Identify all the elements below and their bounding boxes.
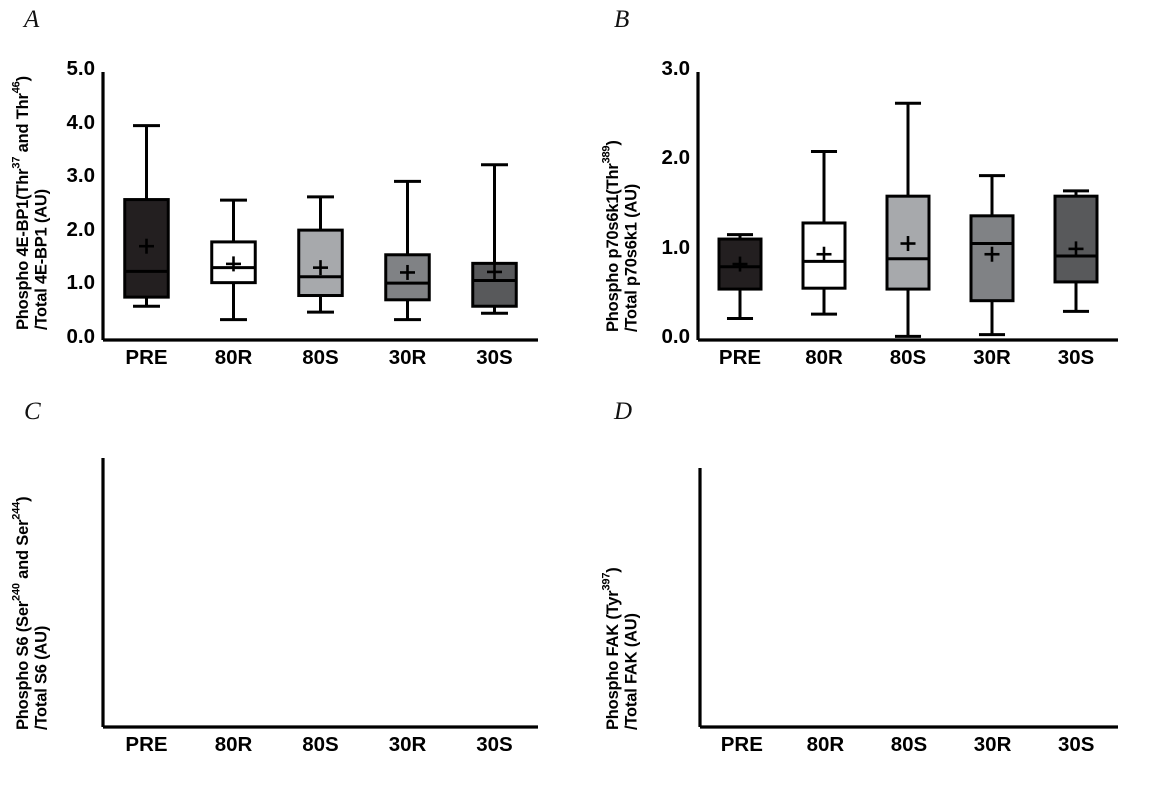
x-tick-label-30r: 30R bbox=[973, 346, 1011, 369]
x-tick-label-30r: 30R bbox=[973, 733, 1012, 756]
x-tick-label-80r: 80R bbox=[806, 733, 845, 756]
panel-letter-a: A bbox=[24, 6, 40, 33]
box-a-30s bbox=[471, 163, 518, 315]
x-tick-label-80r: 80R bbox=[214, 733, 253, 756]
panel-c: C Phospho S6 (Ser240 and Ser244)/Total S6… bbox=[0, 393, 586, 786]
x-tick-label-30s: 30S bbox=[1057, 346, 1095, 369]
x-tick-label-30s: 30S bbox=[1057, 733, 1095, 756]
plot-area-c bbox=[101, 458, 538, 729]
y-tick-label: 0.0 bbox=[661, 325, 691, 348]
box-b-30s bbox=[1053, 189, 1099, 313]
x-tick-label-pre: PRE bbox=[125, 346, 168, 369]
box-b-80s bbox=[885, 101, 931, 338]
x-tick-label-30s: 30S bbox=[476, 733, 513, 756]
x-tick-label-30r: 30R bbox=[388, 733, 427, 756]
panel-a: A Phospho 4E-BP1(Thr37 and Thr46)/Total 4… bbox=[0, 0, 586, 393]
x-tick-label-30s: 30S bbox=[476, 346, 513, 369]
plot-area-b bbox=[696, 72, 1118, 342]
x-tick-label-80s: 80S bbox=[302, 346, 339, 369]
y-tick-label: 1.0 bbox=[66, 271, 96, 295]
panel-letter-b: B bbox=[614, 6, 630, 33]
x-tick-label-80s: 80S bbox=[302, 733, 339, 756]
x-tick-label-80r: 80R bbox=[214, 346, 253, 369]
x-tick-label-80s: 80S bbox=[890, 733, 928, 756]
x-tick-label-pre: PRE bbox=[125, 733, 168, 756]
box-b-80r bbox=[801, 150, 847, 316]
box-a-80r bbox=[210, 198, 257, 322]
panel-letter-c: C bbox=[24, 398, 41, 425]
y-tick-label: 3.0 bbox=[661, 57, 691, 80]
box-a-80s bbox=[297, 195, 344, 314]
y-tick-label: 1.0 bbox=[661, 235, 691, 259]
box-b-pre bbox=[717, 233, 763, 321]
y-tick-label: 4.0 bbox=[66, 110, 96, 134]
panel-letter-d: D bbox=[614, 398, 633, 425]
y-tick-label: 2.0 bbox=[661, 146, 691, 170]
box-b-30r bbox=[969, 174, 1015, 337]
y-tick-label: 2.0 bbox=[66, 217, 96, 241]
x-tick-label-pre: PRE bbox=[718, 346, 762, 369]
y-tick-label: 3.0 bbox=[66, 164, 96, 188]
box-a-pre bbox=[123, 124, 170, 308]
x-tick-label-80r: 80R bbox=[805, 346, 843, 369]
box-rect bbox=[297, 228, 344, 298]
x-tick-label-pre: PRE bbox=[720, 733, 763, 756]
x-tick-label-80s: 80S bbox=[889, 346, 927, 369]
x-tick-label-30r: 30R bbox=[388, 346, 427, 369]
panel-b: B Phospho p70s6k1(Thr389)/Total p70s6k1 (… bbox=[586, 0, 1172, 393]
plot-area-a bbox=[101, 72, 538, 342]
plot-area-d bbox=[698, 468, 1118, 729]
y-tick-label: 0.0 bbox=[66, 325, 96, 348]
box-a-30r bbox=[384, 179, 431, 322]
y-tick-label: 5.0 bbox=[66, 57, 96, 80]
box-rect bbox=[1053, 194, 1099, 284]
